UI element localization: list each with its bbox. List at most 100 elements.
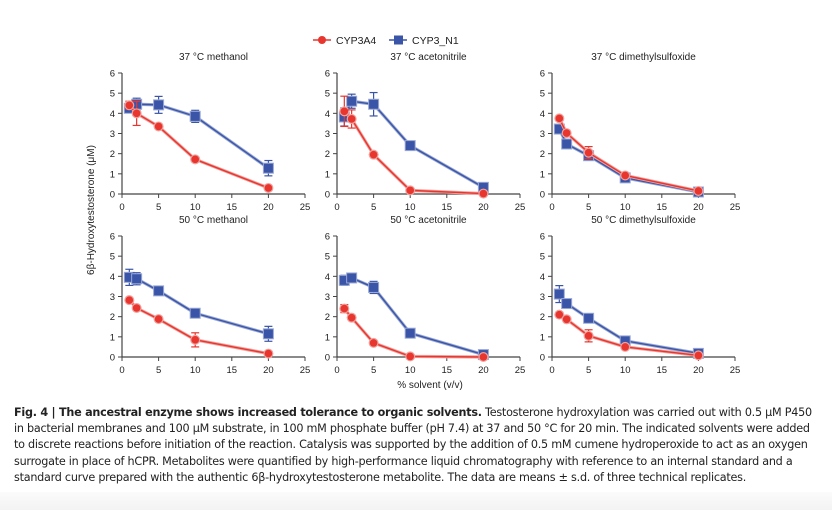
y-tick-label: 6 <box>540 69 545 80</box>
data-point <box>125 296 134 304</box>
data-point <box>190 308 200 318</box>
data-point <box>621 343 629 351</box>
x-tick-label: 15 <box>442 202 453 213</box>
data-point <box>132 274 142 284</box>
y-tick-label: 3 <box>325 129 330 140</box>
data-point <box>263 163 273 173</box>
series-line <box>343 110 484 195</box>
x-tick-label: 20 <box>478 365 489 376</box>
y-tick-label: 0 <box>110 353 115 364</box>
y-tick-label: 1 <box>110 169 115 180</box>
series-cyp3-n1 <box>338 91 489 193</box>
square-marker-icon <box>394 35 403 45</box>
y-tick-label: 2 <box>540 312 545 323</box>
data-point <box>555 310 564 319</box>
data-point <box>584 148 593 157</box>
data-point <box>694 351 703 360</box>
series-cyp3a4 <box>554 113 704 196</box>
x-tick-label: 0 <box>119 202 124 213</box>
x-tick-label: 10 <box>190 365 201 376</box>
data-point <box>347 115 356 123</box>
x-tick-label: 15 <box>227 202 238 213</box>
x-axis-label: % solvent (v/v) <box>397 380 463 391</box>
data-point <box>562 129 571 137</box>
x-tick-label: 10 <box>405 365 416 376</box>
y-tick-label: 2 <box>325 312 330 323</box>
y-tick-label: 1 <box>110 332 115 343</box>
x-tick-label: 0 <box>334 365 339 376</box>
x-tick-label: 10 <box>620 202 631 213</box>
y-tick-label: 5 <box>540 252 545 263</box>
y-tick-label: 3 <box>325 292 330 303</box>
x-tick-label: 20 <box>263 365 274 376</box>
y-tick-label: 0 <box>110 190 115 201</box>
y-tick-label: 3 <box>110 292 115 303</box>
data-point <box>154 315 163 323</box>
page-footer-band <box>0 492 832 510</box>
x-tick-label: 25 <box>515 365 526 376</box>
data-point <box>554 289 564 299</box>
y-tick-label: 5 <box>540 89 545 100</box>
data-point <box>154 122 163 131</box>
y-tick-label: 6 <box>110 232 115 243</box>
legend: CYP3A4 CYP3_N1 <box>313 35 459 47</box>
data-point <box>132 304 141 312</box>
y-tick-label: 3 <box>540 292 545 303</box>
x-tick-label: 5 <box>156 202 161 213</box>
y-axis-label: 6β-Hydroxytestosterone (μM) <box>86 145 97 275</box>
y-tick-label: 4 <box>325 109 330 120</box>
series-cyp3a4 <box>124 100 274 193</box>
x-tick-label: 15 <box>227 365 238 376</box>
y-tick-label: 2 <box>110 312 115 323</box>
x-tick-label: 15 <box>657 365 668 376</box>
legend-label-cyp3a4: CYP3A4 <box>336 35 376 47</box>
panel-5: 50 °C acetonitrile 0 1 2 3 4 5 6 0 5 10 15 20 25 <box>325 215 526 376</box>
y-tick-label: 1 <box>325 169 330 180</box>
data-point <box>584 332 593 340</box>
y-tick-label: 6 <box>325 232 330 243</box>
series-line-halo <box>343 110 484 196</box>
x-tick-label: 20 <box>263 202 274 213</box>
y-tick-label: 1 <box>325 332 330 343</box>
data-point <box>125 101 134 110</box>
panel-6: 50 °C dimethylsulfoxide 0 1 2 3 4 5 6 0 5 10 15 20 25 <box>540 215 741 376</box>
series-cyp3a4 <box>554 309 704 361</box>
x-tick-label: 5 <box>371 202 376 213</box>
x-tick-label: 0 <box>334 202 339 213</box>
data-point <box>620 336 630 346</box>
data-point <box>562 315 571 324</box>
caption-text: Testosterone hydroxylation was carried o… <box>14 406 812 484</box>
data-point <box>406 186 415 195</box>
y-tick-label: 6 <box>110 69 115 80</box>
series-cyp3a4 <box>339 95 489 199</box>
y-tick-label: 4 <box>110 272 115 283</box>
panel-title: 50 °C dimethylsulfoxide <box>591 215 696 226</box>
y-tick-label: 4 <box>540 109 545 120</box>
y-tick-label: 4 <box>540 272 545 283</box>
x-tick-label: 20 <box>693 202 704 213</box>
x-tick-label: 5 <box>586 202 591 213</box>
panel-title: 37 °C dimethylsulfoxide <box>591 52 696 63</box>
data-point <box>562 139 572 149</box>
data-point <box>555 114 564 123</box>
data-point <box>694 187 703 195</box>
legend-label-cyp3-n1: CYP3_N1 <box>412 35 459 47</box>
panel-2: 37 °C acetonitrile 0 1 2 3 4 5 6 0 5 10 15 20 25 <box>325 52 526 213</box>
y-tick-label: 4 <box>110 109 115 120</box>
y-tick-label: 3 <box>540 129 545 140</box>
x-tick-label: 10 <box>620 365 631 376</box>
panel-4: 50 °C methanol 0 1 2 3 4 5 6 0 5 10 15 20 25 <box>110 215 311 376</box>
data-point <box>369 339 378 347</box>
data-point <box>347 313 356 322</box>
data-point <box>124 272 134 282</box>
legend-item-cyp3a4: CYP3A4 <box>313 35 376 47</box>
y-tick-label: 6 <box>540 232 545 243</box>
series-cyp3a4 <box>339 303 489 362</box>
x-tick-label: 0 <box>549 365 554 376</box>
data-point <box>621 171 629 180</box>
x-tick-label: 25 <box>300 202 311 213</box>
x-tick-label: 0 <box>119 365 124 376</box>
data-point <box>340 304 349 313</box>
series-cyp3-n1 <box>338 272 489 361</box>
x-tick-label: 10 <box>190 202 201 213</box>
